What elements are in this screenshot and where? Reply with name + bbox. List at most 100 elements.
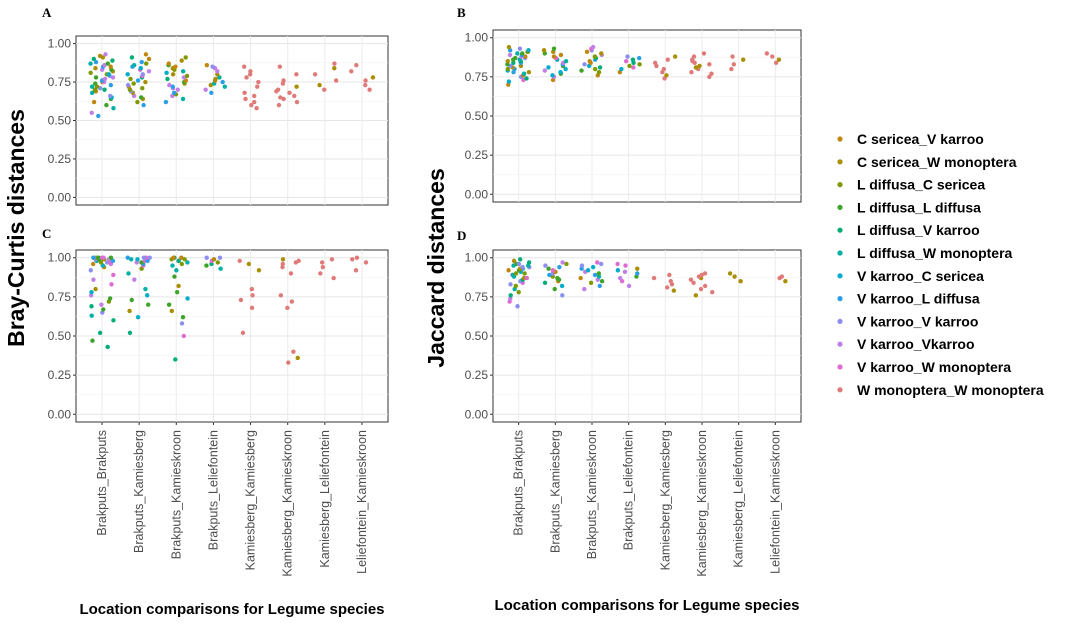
points-b [505, 44, 782, 87]
data-point [147, 255, 152, 260]
y-tick-label: 0.00 [48, 190, 72, 204]
data-point [93, 81, 98, 86]
points-c [88, 255, 369, 365]
data-point [252, 99, 257, 105]
data-point [363, 78, 368, 83]
legend-label: L diffusa_W monoptera [857, 245, 1013, 261]
data-point [102, 87, 107, 92]
data-point [631, 65, 636, 70]
data-point [127, 308, 132, 314]
data-point [110, 58, 115, 63]
data-point [215, 260, 220, 265]
data-point [702, 271, 708, 276]
data-point [179, 321, 185, 326]
data-point [559, 283, 565, 289]
data-point [526, 69, 532, 75]
data-point [558, 69, 563, 75]
data-point [661, 66, 667, 72]
data-point [286, 360, 291, 365]
data-point [249, 286, 255, 292]
y-axis-title-left: Bray-Curtis distances [3, 109, 29, 347]
data-point [106, 72, 112, 77]
data-point [595, 260, 600, 265]
data-point [105, 61, 111, 66]
data-point [256, 79, 261, 85]
data-point [773, 60, 779, 65]
y-tick-label: 0.50 [48, 114, 72, 128]
y-tick-label: 0.75 [48, 75, 72, 89]
data-point [102, 62, 107, 68]
data-point [508, 282, 513, 287]
legend-label: V karroo_V karroo [857, 313, 978, 329]
data-point [249, 305, 255, 311]
data-point [135, 78, 141, 83]
data-point [242, 90, 247, 96]
data-point [710, 289, 715, 295]
data-point [370, 75, 376, 80]
data-point [90, 90, 95, 96]
data-point [582, 286, 587, 292]
data-point [592, 66, 598, 72]
data-point [146, 56, 152, 62]
data-point [550, 274, 555, 279]
data-point [588, 280, 594, 285]
y-axis-title-right: Jaccard distances [423, 168, 449, 367]
legend-key [837, 136, 843, 142]
y-tick-label: 1.00 [48, 37, 72, 51]
data-point [215, 69, 220, 74]
data-point [96, 255, 101, 260]
data-point [770, 54, 775, 59]
data-point [627, 63, 632, 69]
data-point [241, 64, 247, 69]
data-point [179, 58, 184, 63]
data-point [127, 330, 133, 336]
data-point [276, 102, 282, 108]
data-point [164, 70, 169, 76]
data-point [103, 52, 108, 57]
data-point [511, 258, 517, 264]
data-point [96, 113, 101, 119]
data-point [108, 255, 114, 260]
data-point [597, 283, 602, 289]
data-point [506, 79, 512, 84]
data-point [693, 293, 699, 298]
data-point [732, 274, 737, 279]
data-point [88, 61, 93, 66]
data-point [522, 271, 527, 276]
x-tick-label: Brakputs_Leliefontein [622, 430, 636, 550]
data-point [506, 268, 511, 273]
x-axis-title-right: Location comparisons for Legume species [494, 597, 799, 614]
data-point [131, 81, 136, 86]
data-point [173, 357, 178, 362]
data-point [691, 54, 697, 59]
data-point [322, 87, 327, 92]
data-point [623, 59, 629, 64]
data-point [90, 338, 95, 343]
data-point [204, 255, 209, 260]
data-point [125, 255, 130, 260]
data-point [138, 66, 143, 71]
panel-c: C 0.00 0.25 0.50 0.75 1.00 Brakputs_Brakputs… [42, 226, 389, 577]
data-point [170, 263, 175, 268]
data-point [585, 268, 591, 273]
data-point [688, 277, 694, 282]
data-point [783, 279, 788, 284]
data-point [125, 82, 131, 88]
data-point [291, 349, 296, 354]
y-tick-label: 1.00 [48, 251, 72, 265]
data-point [97, 53, 103, 59]
data-point [318, 271, 323, 276]
data-point [180, 69, 186, 74]
data-point [622, 269, 628, 275]
data-point [210, 64, 215, 69]
legend-key [837, 296, 843, 302]
data-point [294, 84, 299, 89]
data-point [596, 274, 602, 279]
data-point [590, 264, 596, 270]
data-point [332, 66, 337, 71]
data-point [691, 280, 696, 285]
data-point [107, 296, 113, 301]
data-point [543, 263, 548, 268]
data-point [111, 106, 116, 111]
data-point [170, 84, 175, 89]
